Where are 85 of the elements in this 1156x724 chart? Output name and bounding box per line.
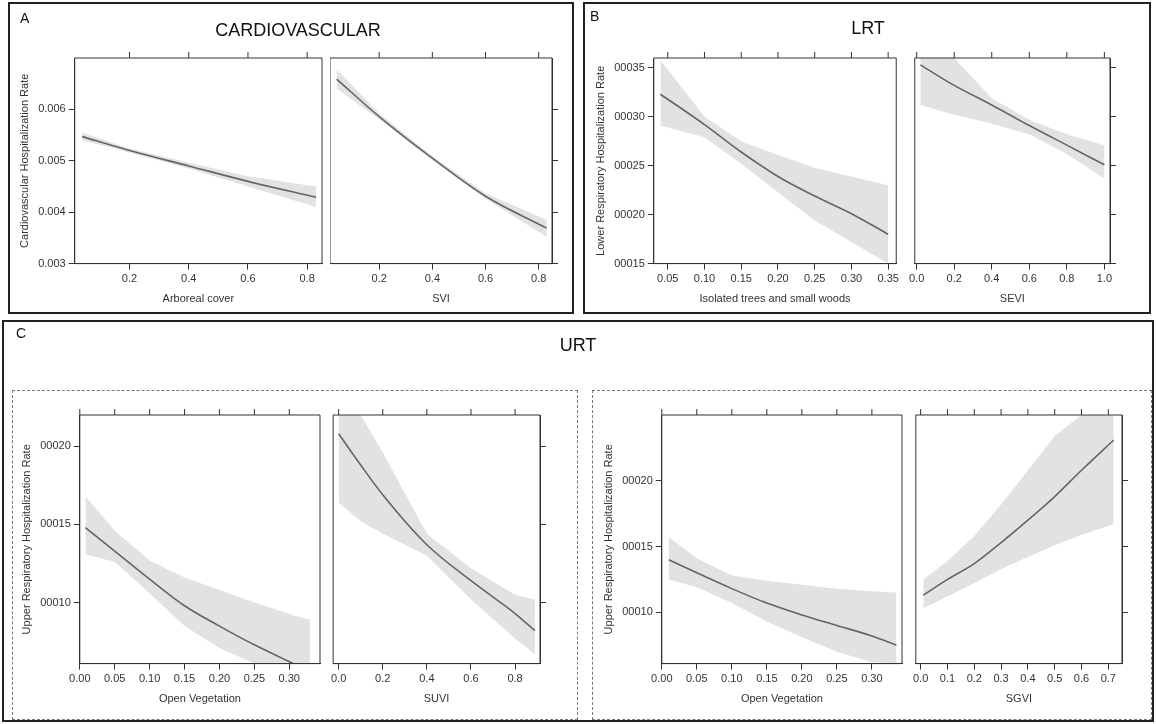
- x-tick-label: 0.5: [1047, 672, 1063, 685]
- x-tick-label: 0.15: [173, 672, 196, 685]
- y-tick-label: 00035: [614, 60, 645, 73]
- x-tick-label: 0.0: [913, 672, 929, 685]
- y-tick-label: 0.004: [38, 205, 66, 218]
- line-series: [667, 558, 898, 646]
- x-tick-label: 0.2: [946, 272, 962, 285]
- x-axis-title: SEVI: [999, 292, 1025, 305]
- x-tick-label: 0.35: [877, 272, 899, 285]
- x-tick-label: 0.2: [375, 672, 391, 685]
- y-axis-title: Cardiovascular Hospitalization Rate: [17, 73, 30, 248]
- x-tick-label: 0.30: [278, 672, 300, 685]
- x-tick-label: 0.05: [103, 672, 126, 685]
- line-series: [84, 526, 295, 664]
- x-tick-label: 0.6: [1073, 672, 1090, 685]
- x-axis-title: Open Vegetation: [740, 692, 823, 705]
- x-tick-label: 0.4: [419, 672, 435, 685]
- x-tick-label: 0.00: [69, 672, 91, 685]
- line-series: [81, 135, 317, 199]
- x-tick-label: 0.0: [331, 672, 347, 685]
- chart-title: CARDIOVASCULAR: [215, 19, 381, 41]
- x-tick-label: 0.10: [721, 672, 743, 685]
- x-tick-label: 0.7: [1100, 672, 1116, 685]
- text: A: [20, 10, 30, 26]
- y-tick-label: 00020: [622, 473, 653, 486]
- x-tick-label: 0.10: [693, 272, 716, 285]
- line-series: [659, 93, 889, 236]
- x-tick-label: 0.10: [138, 672, 161, 685]
- x-tick-label: 1.0: [1096, 272, 1113, 285]
- x-axis-title: SUVI: [423, 692, 450, 705]
- x-tick-label: 0.6: [463, 672, 479, 685]
- chart-title: URT: [559, 334, 597, 356]
- x-tick-label: 0.05: [657, 272, 679, 285]
- x-tick-label: 0.00: [651, 672, 673, 685]
- y-tick-label: 00020: [614, 207, 645, 220]
- x-tick-label: 0.2: [371, 272, 387, 285]
- y-tick-label: 0.006: [38, 102, 66, 115]
- x-tick-label: 0.2: [121, 272, 138, 285]
- x-tick-label: 0.3: [993, 672, 1009, 685]
- x-tick-label: 0.8: [531, 272, 547, 285]
- x-tick-label: 0.30: [840, 272, 863, 285]
- y-tick-label: 00015: [40, 517, 71, 530]
- y-tick-label: 00015: [614, 256, 645, 269]
- x-tick-label: 0.25: [826, 672, 848, 685]
- x-axis-title: Isolated trees and small woods: [699, 292, 852, 305]
- text: B: [590, 8, 600, 24]
- x-tick-label: 0.25: [243, 672, 266, 685]
- y-axis-title: Upper Respiratory Hospitalization Rate: [601, 444, 614, 635]
- x-tick-label: 0.8: [1059, 272, 1075, 285]
- x-tick-label: 0.4: [1020, 672, 1036, 685]
- x-tick-label: 0.4: [424, 272, 441, 285]
- y-tick-label: 00030: [614, 109, 645, 122]
- x-tick-label: 0.30: [861, 672, 883, 685]
- text: C: [16, 325, 27, 341]
- x-tick-label: 0.4: [181, 272, 197, 285]
- x-tick-label: 0.20: [208, 672, 231, 685]
- x-tick-label: 0.15: [756, 672, 778, 685]
- x-tick-label: 0.4: [984, 272, 1000, 285]
- y-axis-title: Upper Respiratory Hospitalization Rate: [19, 444, 32, 635]
- x-tick-label: 0.1: [939, 672, 956, 685]
- x-tick-label: 0.15: [730, 272, 752, 285]
- y-tick-label: 00015: [622, 539, 653, 552]
- y-tick-label: 00010: [40, 595, 71, 608]
- y-tick-label: 0.003: [38, 256, 66, 269]
- x-tick-label: 0.25: [803, 272, 826, 285]
- chart-title: LRT: [851, 17, 885, 39]
- x-tick-label: 0.2: [966, 672, 982, 685]
- x-tick-label: 0.05: [686, 672, 708, 685]
- x-axis-title: SGVI: [1005, 692, 1033, 705]
- x-axis-title: Arboreal cover: [162, 292, 235, 305]
- x-axis-title: Open Vegetation: [158, 692, 241, 705]
- x-tick-label: 0.6: [477, 272, 494, 285]
- x-axis-title: SVI: [432, 292, 450, 305]
- x-tick-label: 0.8: [299, 272, 315, 285]
- x-tick-label: 0.0: [909, 272, 925, 285]
- y-tick-label: 0.005: [38, 153, 66, 166]
- y-tick-label: 00010: [622, 605, 653, 618]
- y-axis-title: Lower Respiratory Hospitalization Rate: [593, 65, 606, 256]
- x-tick-label: 0.6: [240, 272, 256, 285]
- x-tick-label: 0.20: [791, 672, 813, 685]
- x-tick-label: 0.6: [1021, 272, 1037, 285]
- x-tick-label: 0.20: [767, 272, 789, 285]
- y-tick-label: 00025: [614, 158, 645, 171]
- x-tick-label: 0.8: [507, 672, 523, 685]
- y-tick-label: 00020: [40, 439, 71, 452]
